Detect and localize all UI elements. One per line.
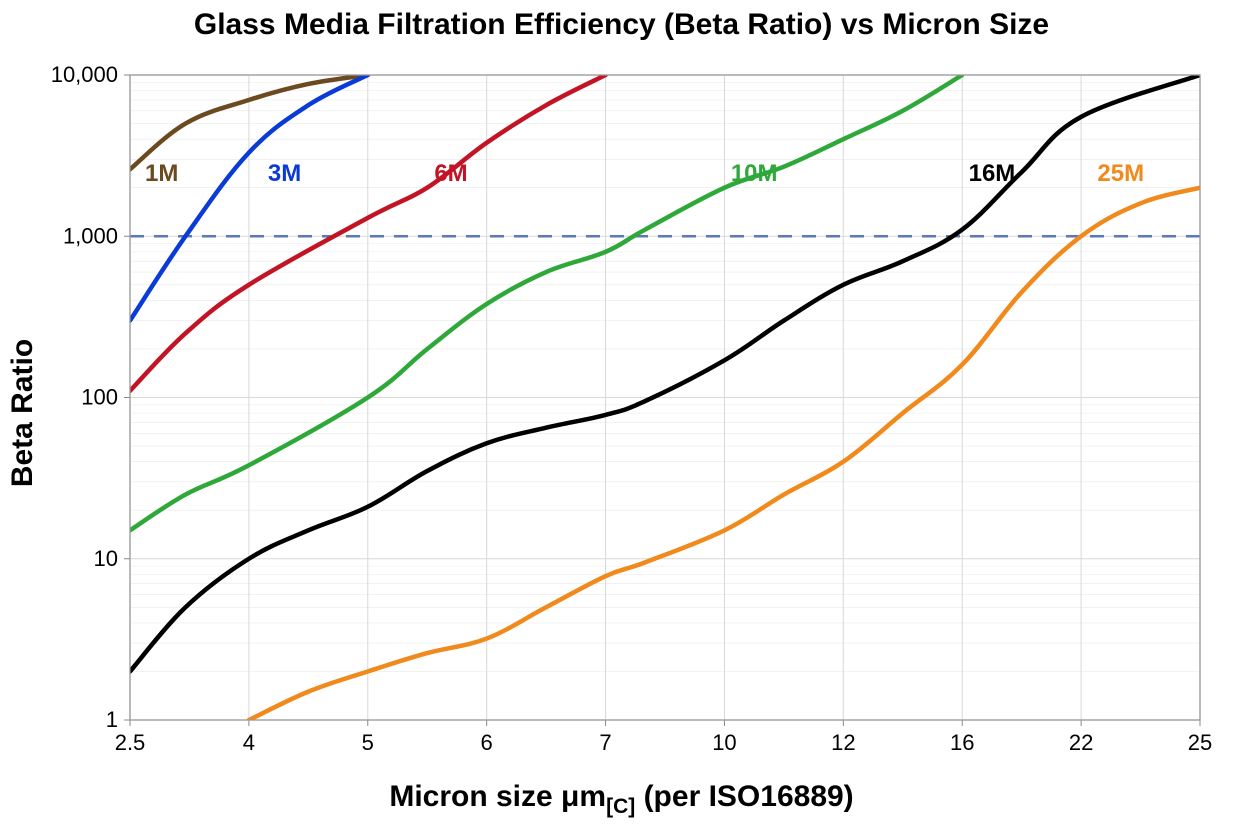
- x-tick-label: 16: [950, 730, 974, 755]
- series-label-25m: 25M: [1097, 160, 1144, 187]
- y-tick-label: 10: [94, 546, 118, 571]
- x-tick-label: 4: [243, 730, 255, 755]
- y-tick-label: 10,000: [51, 62, 118, 87]
- x-tick-label: 2.5: [115, 730, 146, 755]
- chart-svg: 1 10 100 1,000 10,000 2.5 4 5 6 7 10 12 16 22 25 1M 3M 6M…: [0, 0, 1243, 825]
- x-tick-label: 12: [831, 730, 855, 755]
- y-tick-label: 1,000: [63, 223, 118, 248]
- series-label-6m: 6M: [434, 160, 467, 187]
- series-label-1m: 1M: [145, 160, 178, 187]
- x-tick-label: 10: [712, 730, 736, 755]
- x-tick-label: 7: [599, 730, 611, 755]
- x-tick-label: 5: [362, 730, 374, 755]
- y-tick-label: 1: [106, 707, 118, 732]
- chart-container: Glass Media Filtration Efficiency (Beta …: [0, 0, 1243, 825]
- series-label-3m: 3M: [268, 160, 301, 187]
- x-tick-label: 25: [1188, 730, 1212, 755]
- x-tick-label: 22: [1069, 730, 1093, 755]
- x-tick-label: 6: [481, 730, 493, 755]
- series-label-16m: 16M: [969, 160, 1016, 187]
- series-label-10m: 10M: [731, 160, 778, 187]
- y-tick-label: 100: [81, 385, 118, 410]
